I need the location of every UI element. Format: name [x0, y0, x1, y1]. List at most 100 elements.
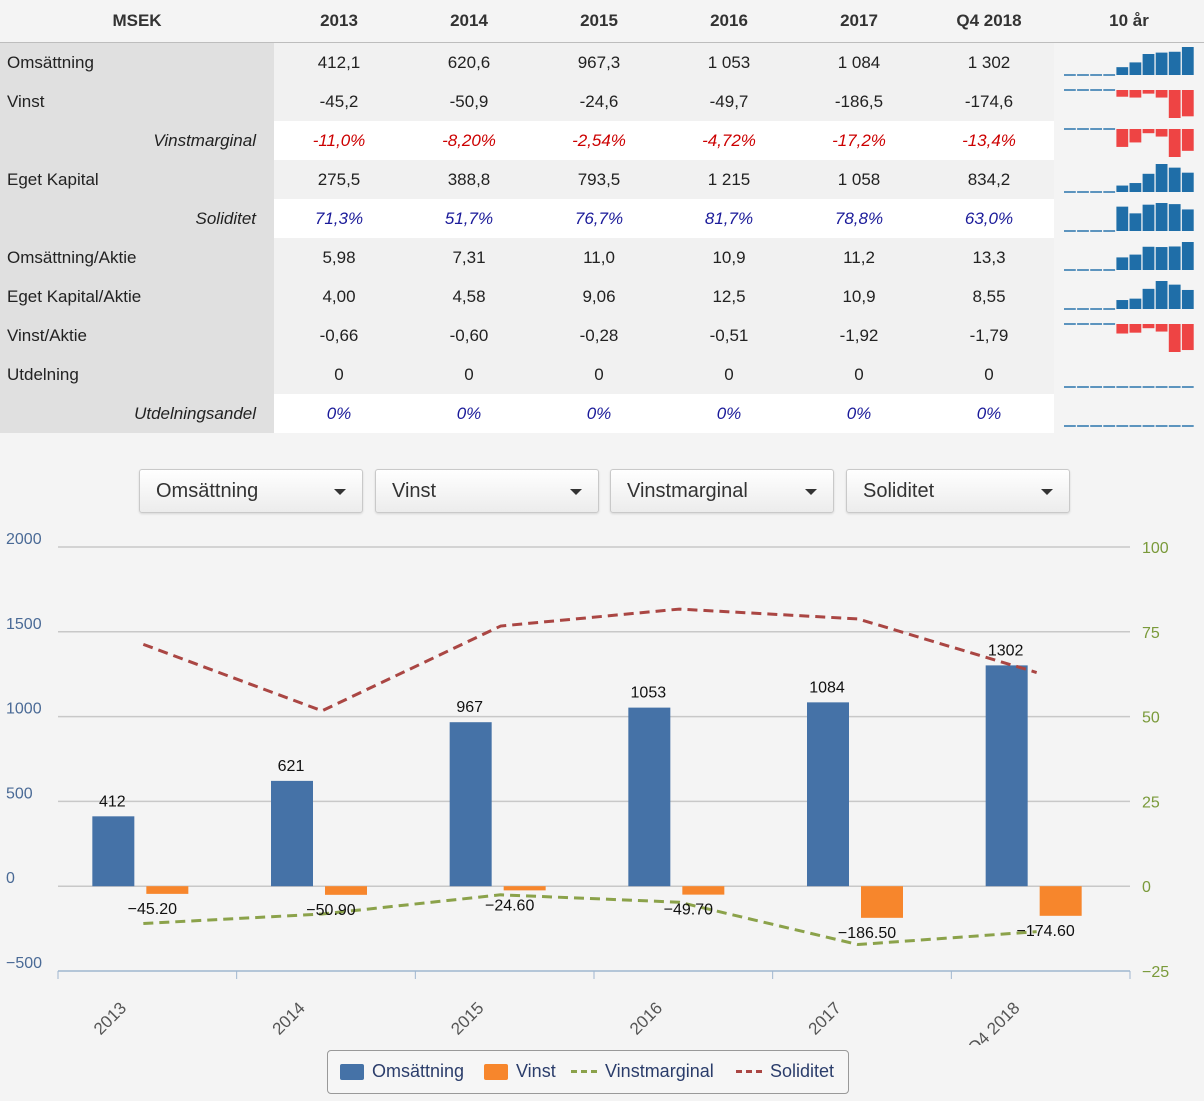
table-cell: 76,7% — [534, 199, 664, 238]
sparkline-bar — [1142, 288, 1155, 309]
sparkline-bar — [1168, 245, 1181, 270]
table-cell: 0 — [534, 355, 664, 394]
sparkline-cell — [1054, 160, 1204, 199]
table-cell: 834,2 — [924, 160, 1054, 199]
sparkline-bar — [1155, 52, 1168, 75]
table-cell: 78,8% — [794, 199, 924, 238]
table-cell: -4,72% — [664, 121, 794, 160]
sparkline-bar — [1129, 128, 1142, 142]
series-dropdown-3[interactable]: Vinstmarginal — [610, 469, 834, 513]
table-cell: 793,5 — [534, 160, 664, 199]
series-dropdown-4-label: Soliditet — [863, 480, 935, 502]
x-tick-label: Q4 2018 — [964, 998, 1024, 1045]
sparkline-bar — [1142, 89, 1155, 94]
table-cell: 0% — [534, 394, 664, 433]
sparkline-bar — [1129, 182, 1142, 192]
sparkline-bar — [1129, 254, 1142, 270]
table-cell: 8,55 — [924, 277, 1054, 316]
bar-vinst — [325, 886, 367, 895]
sparkline-bar — [1168, 284, 1181, 309]
bar-omsattning — [449, 722, 492, 887]
data-label-vinst: −174.60 — [1017, 923, 1075, 940]
sparkline-bar — [1142, 323, 1155, 328]
legend-item-vinstmarginal[interactable]: Vinstmarginal — [571, 1061, 714, 1082]
series-dropdown-2-label: Vinst — [392, 480, 437, 502]
data-label-vinst: −45.20 — [128, 901, 177, 918]
sparkline-cell — [1054, 42, 1204, 82]
sparkline-bar — [1155, 202, 1168, 231]
series-dropdown-2[interactable]: Vinst — [375, 469, 599, 513]
legend-item-soliditet[interactable]: Soliditet — [736, 1061, 834, 1082]
bar-omsattning — [92, 816, 135, 887]
data-label-omsattning: 967 — [456, 699, 483, 716]
sparkline-bar — [1181, 46, 1194, 75]
row-label: Vinstmarginal — [0, 121, 274, 160]
sparkline-cell — [1054, 121, 1204, 160]
sparkline-bar — [1155, 323, 1168, 332]
row-label: Utdelning — [0, 355, 274, 394]
table-row: Eget Kapital/Aktie 4,00 4,58 9,06 12,5 10,9 8,… — [0, 277, 1204, 316]
y-left-tick-label: 1500 — [6, 616, 42, 633]
sparkline — [1064, 241, 1194, 271]
header-q4-2018: Q4 2018 — [924, 0, 1054, 43]
sparkline-cell — [1054, 199, 1204, 238]
table-cell: -0,51 — [664, 316, 794, 355]
data-label-omsattning: 621 — [278, 758, 305, 775]
y-right-tick-label: −25 — [1142, 964, 1169, 981]
legend-swatch — [484, 1063, 508, 1080]
series-dropdown-4[interactable]: Soliditet — [846, 469, 1070, 513]
table-cell: 4,00 — [274, 277, 404, 316]
y-right-tick-label: 0 — [1142, 879, 1151, 896]
chevron-down-icon — [1041, 489, 1053, 495]
key-figures-table: MSEK 2013 2014 2015 2016 2017 Q4 2018 10… — [0, 0, 1204, 433]
sparkline — [1064, 280, 1194, 310]
table-cell: 0% — [404, 394, 534, 433]
legend-item-vinst[interactable]: Vinst — [484, 1061, 556, 1082]
sparkline-bar — [1142, 128, 1155, 133]
sparkline — [1064, 88, 1194, 118]
line-vinstmarginal — [143, 893, 1037, 947]
sparkline-bar — [1168, 323, 1181, 352]
bar-omsattning — [271, 780, 313, 887]
table-cell: 0% — [924, 394, 1054, 433]
bar-omsattning — [985, 665, 1028, 887]
sparkline — [1064, 127, 1194, 157]
table-cell: -174,6 — [924, 82, 1054, 121]
sparkline-bar — [1129, 298, 1142, 309]
sparkline-cell — [1054, 277, 1204, 316]
header-10-ar: 10 år — [1054, 0, 1204, 43]
sparkline-bar — [1181, 89, 1194, 116]
row-label: Eget Kapital/Aktie — [0, 277, 274, 316]
sparkline-bar — [1168, 128, 1181, 157]
x-tick-label: 2017 — [805, 998, 845, 1038]
series-dropdown-1-label: Omsättning — [156, 480, 259, 502]
sparkline — [1064, 385, 1194, 388]
table-row: Utdelning 0 0 0 0 0 0 — [0, 355, 1204, 394]
table-cell: 620,6 — [404, 42, 534, 82]
series-dropdown-1[interactable]: Omsättning — [139, 469, 363, 513]
row-label: Vinst/Aktie — [0, 316, 274, 355]
table-cell: 9,06 — [534, 277, 664, 316]
sparkline-cell — [1054, 82, 1204, 121]
table-cell: 71,3% — [274, 199, 404, 238]
table-cell: -1,79 — [924, 316, 1054, 355]
table-cell: -0,60 — [404, 316, 534, 355]
y-left-tick-label: 500 — [6, 785, 33, 802]
header-2013: 2013 — [274, 0, 404, 43]
bar-vinst — [146, 886, 189, 894]
table-cell: 0 — [794, 355, 924, 394]
table-cell: -24,6 — [534, 82, 664, 121]
table-row: Omsättning/Aktie 5,98 7,31 11,0 10,9 11,2 13,3 — [0, 238, 1204, 277]
sparkline-bar — [1168, 203, 1181, 231]
data-label-omsattning: 1084 — [809, 679, 845, 696]
sparkline-bar — [1116, 89, 1129, 97]
table-cell: 0 — [404, 355, 534, 394]
sparkline-bar — [1168, 89, 1181, 118]
y-left-tick-label: 1000 — [6, 701, 42, 718]
y-right-tick-label: 75 — [1142, 625, 1160, 642]
legend-item-omsattning[interactable]: Omsättning — [340, 1061, 464, 1082]
table-cell: 4,58 — [404, 277, 534, 316]
table-cell: -50,9 — [404, 82, 534, 121]
table-row: Vinst -45,2 -50,9 -24,6 -49,7 -186,5 -174,6 — [0, 82, 1204, 121]
legend-line — [571, 1070, 597, 1073]
